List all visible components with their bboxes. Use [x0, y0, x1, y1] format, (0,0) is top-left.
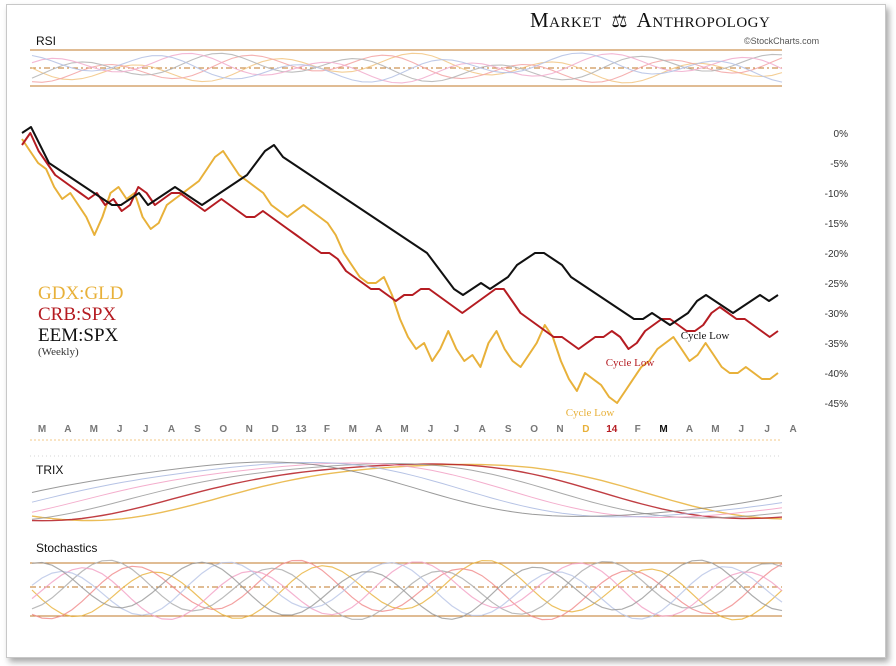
- trix-line-5: [31, 461, 783, 517]
- y-tick-label: -25%: [825, 279, 848, 290]
- stoch-line-4: [31, 561, 783, 620]
- rsi-line-2: [31, 52, 783, 83]
- x-tick-label: N: [246, 424, 253, 435]
- x-tick-label: O: [530, 424, 538, 435]
- series-line-eem-spx: [21, 126, 779, 326]
- x-tick-label: J: [428, 424, 434, 435]
- trix-title: TRIX: [36, 463, 64, 477]
- x-tick-label: D: [271, 424, 278, 435]
- legend-item-gdx-gld: GDX:GLD: [38, 283, 124, 304]
- rsi-line-0: [31, 52, 783, 84]
- x-tick-label: O: [219, 424, 227, 435]
- y-tick-label: -30%: [825, 309, 848, 320]
- x-tick-label: M: [400, 424, 408, 435]
- y-tick-label: -40%: [825, 369, 848, 380]
- x-tick-label: M: [90, 424, 98, 435]
- annotation-cycle-low: Cycle Low: [606, 357, 655, 369]
- y-tick-label: -15%: [825, 219, 848, 230]
- x-tick-label: F: [635, 424, 641, 435]
- legend-item-eem-spx: EEM:SPX: [38, 325, 119, 346]
- x-tick-label: 13: [295, 424, 307, 435]
- x-tick-label: M: [659, 424, 667, 435]
- brand-right: Anthropology: [636, 8, 771, 32]
- x-tick-label: A: [64, 424, 71, 435]
- trix-line-2: [31, 462, 783, 520]
- x-tick-label: J: [764, 424, 770, 435]
- stoch-line-5: [31, 559, 783, 620]
- dna-icon: ⚖: [611, 11, 629, 31]
- stochastics-title: Stochastics: [36, 541, 98, 555]
- rsi-line-4: [31, 52, 783, 83]
- series-line-gdx-gld: [21, 138, 779, 404]
- rsi-title: RSI: [36, 34, 57, 48]
- x-tick-label: M: [38, 424, 46, 435]
- y-tick-label: -45%: [825, 399, 848, 410]
- legend-item-crb-spx: CRB:SPX: [38, 304, 117, 325]
- x-tick-label: A: [168, 424, 175, 435]
- y-tick-label: -5%: [830, 159, 848, 170]
- credit-text: ©StockCharts.com: [744, 36, 820, 46]
- trix-line-3: [31, 462, 783, 519]
- chart-frame: [6, 4, 886, 658]
- stoch-line-0: [31, 559, 783, 621]
- x-tick-label: A: [789, 424, 796, 435]
- y-tick-label: -20%: [825, 249, 848, 260]
- brand-logo: Market ⚖ Anthropology: [530, 8, 770, 33]
- x-tick-label: S: [505, 424, 512, 435]
- x-tick-label: J: [739, 424, 745, 435]
- y-tick-label: 0%: [834, 129, 849, 140]
- trix-line-1: [31, 463, 783, 522]
- x-tick-label: A: [375, 424, 382, 435]
- x-tick-label: J: [117, 424, 123, 435]
- x-tick-label: M: [711, 424, 719, 435]
- x-tick-label: S: [194, 424, 201, 435]
- x-tick-label: 14: [606, 424, 618, 435]
- stoch-line-2: [31, 559, 783, 621]
- rsi-line-1: [31, 54, 783, 83]
- brand-left: Market: [530, 8, 602, 32]
- x-tick-label: J: [454, 424, 460, 435]
- x-tick-label: N: [556, 424, 563, 435]
- x-tick-label: M: [349, 424, 357, 435]
- y-tick-label: -10%: [825, 189, 848, 200]
- series-line-crb-spx: [21, 132, 779, 350]
- x-tick-label: F: [324, 424, 330, 435]
- rsi-line-3: [31, 52, 783, 84]
- legend: GDX:GLD CRB:SPX EEM:SPX (Weekly): [38, 283, 124, 359]
- legend-note: (Weekly): [38, 346, 79, 358]
- x-tick-label: J: [143, 424, 149, 435]
- x-tick-label: D: [582, 424, 589, 435]
- annotation-cycle-low: Cycle Low: [566, 407, 615, 419]
- x-tick-label: A: [479, 424, 486, 435]
- trix-line-4: [31, 462, 783, 518]
- annotation-cycle-low: Cycle Low: [681, 330, 730, 342]
- x-tick-label: A: [686, 424, 693, 435]
- y-tick-label: -35%: [825, 339, 848, 350]
- stoch-line-1: [31, 559, 783, 621]
- stoch-line-3: [31, 561, 783, 621]
